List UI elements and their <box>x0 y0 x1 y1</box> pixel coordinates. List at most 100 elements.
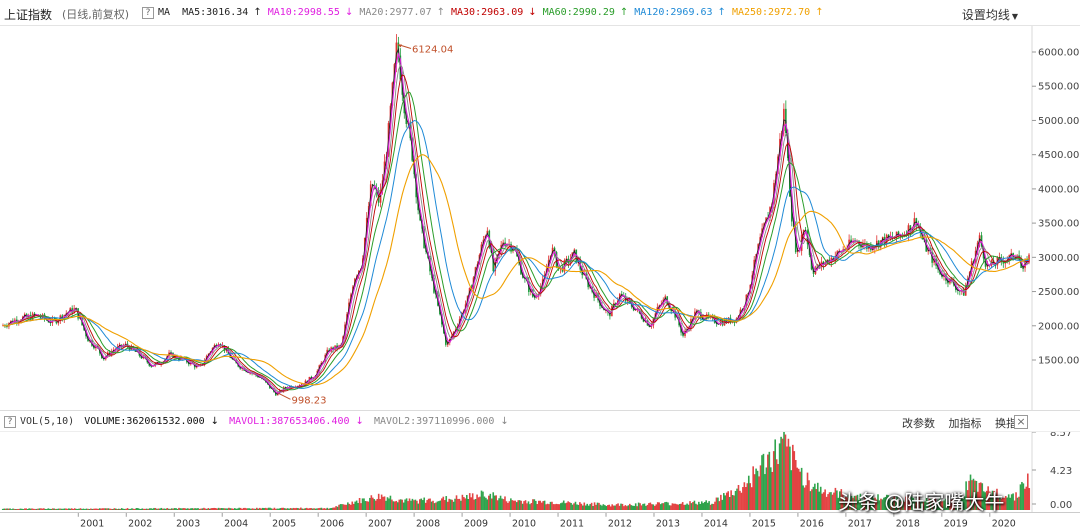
volume-bar <box>198 508 201 510</box>
edit-params-button[interactable]: 改参数 <box>902 417 935 430</box>
volume-bar <box>342 504 345 510</box>
volume-bar <box>226 508 229 510</box>
volume-bar <box>178 507 180 510</box>
volume-bar <box>943 500 945 510</box>
volume-bar <box>856 494 859 510</box>
volume-bar <box>253 508 255 510</box>
add-indicator-button[interactable]: 加指标 <box>948 417 982 430</box>
volume-bar <box>330 507 333 510</box>
volume-bar <box>724 495 727 510</box>
volume-bar <box>192 508 195 510</box>
volume-help-icon[interactable]: ? <box>4 416 16 428</box>
volume-bar <box>382 496 384 510</box>
volume-bar <box>250 508 252 510</box>
volume-bar <box>731 495 734 510</box>
volume-bar <box>92 508 95 510</box>
volume-bar <box>372 497 374 510</box>
volume-bar <box>1007 494 1010 510</box>
volume-bar <box>398 499 401 510</box>
volume-bar <box>615 504 618 510</box>
volume-bar <box>906 495 909 510</box>
volume-bar <box>727 491 730 510</box>
volume-bar <box>1006 497 1009 510</box>
volume-bar <box>383 496 386 510</box>
volume-bar <box>144 508 146 510</box>
volume-bar <box>185 508 188 510</box>
volume-bar <box>429 498 431 510</box>
volume-bar <box>216 508 218 510</box>
volume-bar <box>305 507 308 510</box>
set-ma-button[interactable]: 设置均线 ▼ <box>962 6 1018 23</box>
volume-bar <box>551 501 553 510</box>
help-icon[interactable]: ? <box>142 7 154 19</box>
volume-bar <box>131 508 133 510</box>
volume-bar <box>156 508 158 510</box>
volume-bar <box>518 500 521 510</box>
volume-bar <box>204 508 207 510</box>
volume-bar <box>18 508 20 510</box>
volume-bar <box>317 508 320 510</box>
volume-bar <box>665 501 668 510</box>
x-tick-label: 2010 <box>512 518 536 529</box>
indicator-tools: 改参数 加指标 换指标 <box>892 415 1028 431</box>
volume-bar <box>426 500 428 510</box>
volume-bar <box>846 497 848 510</box>
volume-bar <box>48 508 51 510</box>
volume-bar <box>12 508 14 510</box>
volume-bar <box>606 505 609 510</box>
volume-bar <box>809 491 812 510</box>
volume-bar <box>492 492 495 510</box>
volume-bar <box>307 508 309 510</box>
volume-bar <box>194 508 196 510</box>
volume-bar <box>147 508 149 510</box>
volume-bar <box>765 467 768 510</box>
volume-bar <box>44 508 47 510</box>
volume-bar <box>358 497 361 510</box>
volume-bar <box>965 481 967 510</box>
volume-bar <box>874 497 876 510</box>
volume-bar <box>877 494 879 510</box>
volume-bar <box>684 504 687 510</box>
volume-bar <box>336 506 339 510</box>
volume-chart[interactable]: 8.57 4.23 0.00 <box>0 432 1080 512</box>
volume-bars <box>1 432 1031 510</box>
volume-bar <box>322 508 324 510</box>
volume-bar <box>928 497 931 510</box>
close-icon[interactable]: × <box>1014 415 1028 429</box>
x-tick-label: 2006 <box>320 518 344 529</box>
ma-label: MA <box>158 7 171 18</box>
volume-bar <box>844 497 847 510</box>
volume-bar <box>987 486 989 510</box>
volume-bar <box>977 491 979 510</box>
volume-bar <box>570 502 572 510</box>
volume-bar <box>994 494 997 510</box>
volume-bar <box>668 505 671 510</box>
volume-bar <box>159 508 161 510</box>
watermark-text: 头条 @陆家嘴大牛 <box>838 490 1005 514</box>
volume-bar <box>347 502 349 510</box>
volume-bar <box>565 502 568 510</box>
volume-bar <box>601 505 603 510</box>
volume-bar <box>366 501 368 510</box>
volume-bar <box>978 482 981 510</box>
volume-bar <box>806 472 809 510</box>
volume-bar <box>891 498 894 510</box>
volume-bar <box>41 508 44 510</box>
volume-bar <box>88 508 91 510</box>
volume-bar <box>818 491 821 510</box>
volume-bar <box>241 508 243 510</box>
volume-bar <box>348 503 351 510</box>
volume-bar <box>197 508 199 510</box>
volume-bar <box>640 505 643 510</box>
volume-indicator-label: VOL(5,10) <box>20 416 75 427</box>
volume-bar <box>505 501 508 510</box>
volume-bar <box>468 493 471 510</box>
volume-bar <box>1018 496 1020 510</box>
x-tick-label: 2003 <box>176 518 200 529</box>
volume-bar <box>706 502 709 510</box>
volume-bar <box>53 508 55 510</box>
price-chart[interactable]: 6000.00 5500.00 5000.00 4500.00 4000.00 3500.… <box>0 26 1080 410</box>
volume-bar <box>471 493 474 510</box>
volume-bar <box>787 438 790 510</box>
volume-bar <box>461 494 464 510</box>
